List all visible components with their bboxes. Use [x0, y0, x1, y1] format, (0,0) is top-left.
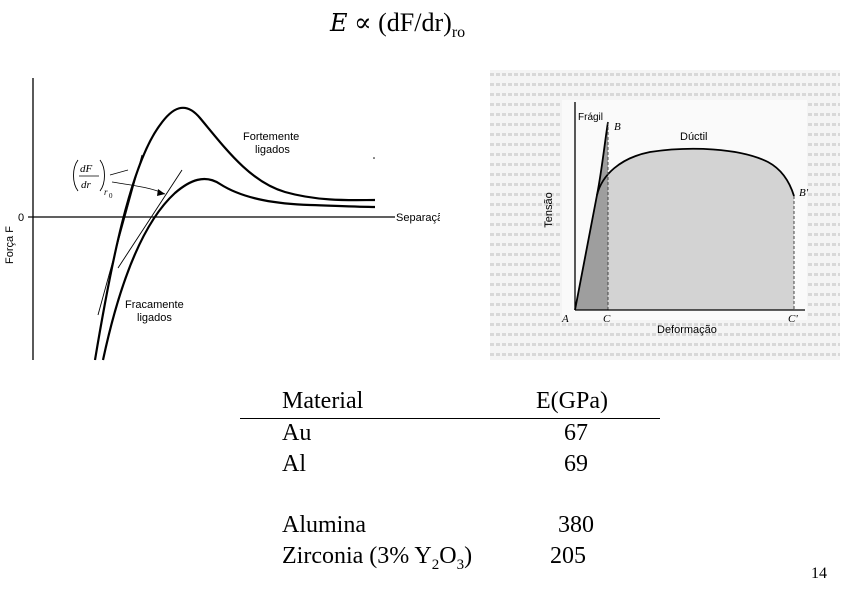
stress-axis-label: Tensão [543, 192, 555, 227]
strong-bond-curve [93, 106, 376, 361]
derivative-arrowhead [157, 189, 165, 196]
zirconia-sub2: 3 [456, 556, 465, 573]
deriv-subsub: 0 [109, 192, 113, 200]
row-spacer [240, 481, 660, 511]
derivative-subscript: ro [451, 24, 466, 42]
zero-label: 0 [18, 212, 24, 224]
strong-tangent-line [97, 154, 143, 316]
value-cell: 205 [550, 543, 586, 569]
material-cell: Al [282, 451, 306, 477]
value-cell: 67 [564, 420, 588, 446]
derivative-expression: (dF/dr) [378, 8, 452, 37]
table-row: Alumina 380 [240, 512, 660, 542]
formula: E ∝ (dF/dr)ro [330, 8, 465, 42]
value-cell: 380 [558, 512, 594, 538]
point-A: A [561, 313, 569, 325]
stray-dot [373, 157, 375, 159]
point-B: B [614, 121, 621, 133]
deriv-paren-right [99, 159, 105, 192]
header-modulus: E(GPa) [536, 388, 608, 414]
proportional-symbol: ∝ [354, 8, 372, 37]
deriv-denominator: dr [81, 179, 92, 191]
page-number: 14 [811, 565, 827, 582]
deriv-numerator: dF [80, 163, 93, 175]
header-material: Material [282, 388, 364, 414]
weak-tangent-line [117, 169, 183, 269]
separation-axis-label: Separação r [396, 212, 440, 224]
zirconia-post: ) [464, 543, 473, 569]
zirconia-sub1: 2 [431, 556, 440, 573]
derivative-arrow-2 [111, 181, 166, 195]
youngs-modulus-symbol: E [330, 9, 348, 37]
material-cell: Zirconia (3% Y2O3) [282, 543, 472, 574]
strong-label-line1: Fortemente [243, 131, 299, 143]
deriv-sub: r [104, 187, 108, 197]
table-row: Zirconia (3% Y2O3) 205 [240, 543, 660, 573]
material-cell: Au [282, 420, 312, 446]
derivative-arrow-1 [109, 169, 129, 176]
force-separation-diagram: 0 Força F Separação r dF dr r 0 Fortemen… [4, 78, 440, 361]
ductile-curve [596, 147, 795, 197]
weak-bond-curve [101, 177, 376, 361]
ductil-label: Dúctil [680, 131, 708, 143]
point-C: C [603, 313, 611, 325]
material-cell: Alumina [282, 512, 366, 538]
strong-label-line2: ligados [255, 144, 290, 156]
weak-label-line1: Fracamente [125, 299, 184, 311]
value-cell: 69 [564, 451, 588, 477]
ductile-area [575, 148, 794, 310]
strain-axis-label: Deformação [657, 324, 717, 336]
point-C-prime: C' [788, 313, 798, 325]
zirconia-mid: O [439, 543, 457, 569]
brittle-area [575, 122, 608, 310]
force-axis-label: Força F [4, 226, 16, 264]
point-B-prime: B' [799, 187, 809, 199]
table-row: Au 67 [240, 420, 660, 450]
weak-label-line2: ligados [137, 312, 172, 324]
deriv-paren-left [73, 159, 79, 192]
zirconia-pre: Zirconia (3% Y [282, 543, 432, 569]
modulus-table: Material E(GPa) Au 67 Al 69 Alumina 380 … [240, 388, 660, 573]
stress-strain-diagram: Tensão Deformação Frágil Dúctil B B' A C… [490, 70, 840, 360]
table-header: Material E(GPa) [240, 388, 660, 419]
fragil-label: Frágil [578, 112, 603, 123]
table-row: Al 69 [240, 451, 660, 481]
